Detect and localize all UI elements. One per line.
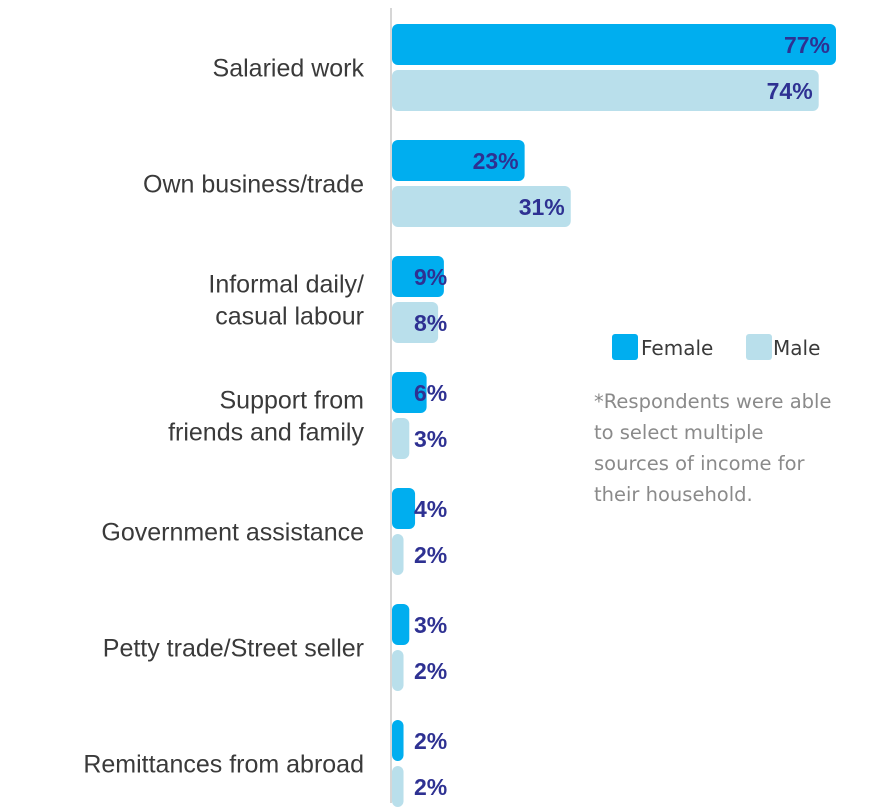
value-label: 3%: [414, 426, 447, 452]
bar-male: [392, 650, 404, 691]
value-label: 31%: [519, 194, 565, 220]
value-label: 2%: [414, 728, 447, 754]
category-label: casual labour: [215, 303, 364, 331]
value-label: 2%: [414, 658, 447, 684]
value-label: 4%: [414, 496, 447, 522]
category-labels: Salaried work Own business/trade Informal …: [83, 55, 364, 779]
category-label: Own business/trade: [143, 171, 364, 199]
bar-male: [392, 418, 410, 459]
bar-male: [392, 766, 404, 807]
legend-label-male: Male: [773, 336, 820, 360]
bar-male: [392, 186, 571, 227]
value-label: 23%: [473, 148, 519, 174]
category-label: Government assistance: [101, 519, 364, 547]
category-label: friends and family: [168, 419, 364, 447]
value-label: 3%: [414, 612, 447, 638]
bar-female: [392, 604, 410, 645]
category-label: Salaried work: [213, 55, 365, 83]
bar-male: [392, 70, 819, 111]
bars-group: [392, 24, 836, 807]
bar-female: [392, 140, 525, 181]
bar-male: [392, 302, 439, 343]
value-label: 74%: [767, 78, 813, 104]
legend: Female Male: [612, 334, 820, 360]
bar-female: [392, 488, 416, 529]
value-label: 9%: [414, 264, 447, 290]
category-label: Petty trade/Street seller: [103, 635, 364, 663]
bar-female: [392, 256, 444, 297]
legend-swatch-female: [612, 334, 638, 360]
category-label: Informal daily/: [208, 271, 364, 299]
bar-female: [392, 24, 836, 65]
legend-label-female: Female: [641, 336, 713, 360]
value-labels: 77% 74% 23%31% 9% 8% 6% 3% 4% 2% 3% 2% 2% 2%: [414, 32, 830, 800]
category-label: Remittances from abroad: [83, 751, 364, 779]
category-label: Support from: [219, 387, 364, 415]
value-label: 8%: [414, 310, 447, 336]
value-label: 6%: [414, 380, 447, 406]
bar-female: [392, 720, 404, 761]
value-label: 77%: [784, 32, 830, 58]
bar-male: [392, 534, 404, 575]
legend-swatch-male: [746, 334, 772, 360]
value-label: 2%: [414, 542, 447, 568]
value-label: 2%: [414, 774, 447, 800]
chart-footnote: *Respondents were able to select multipl…: [594, 390, 832, 506]
bar-female: [392, 372, 427, 413]
